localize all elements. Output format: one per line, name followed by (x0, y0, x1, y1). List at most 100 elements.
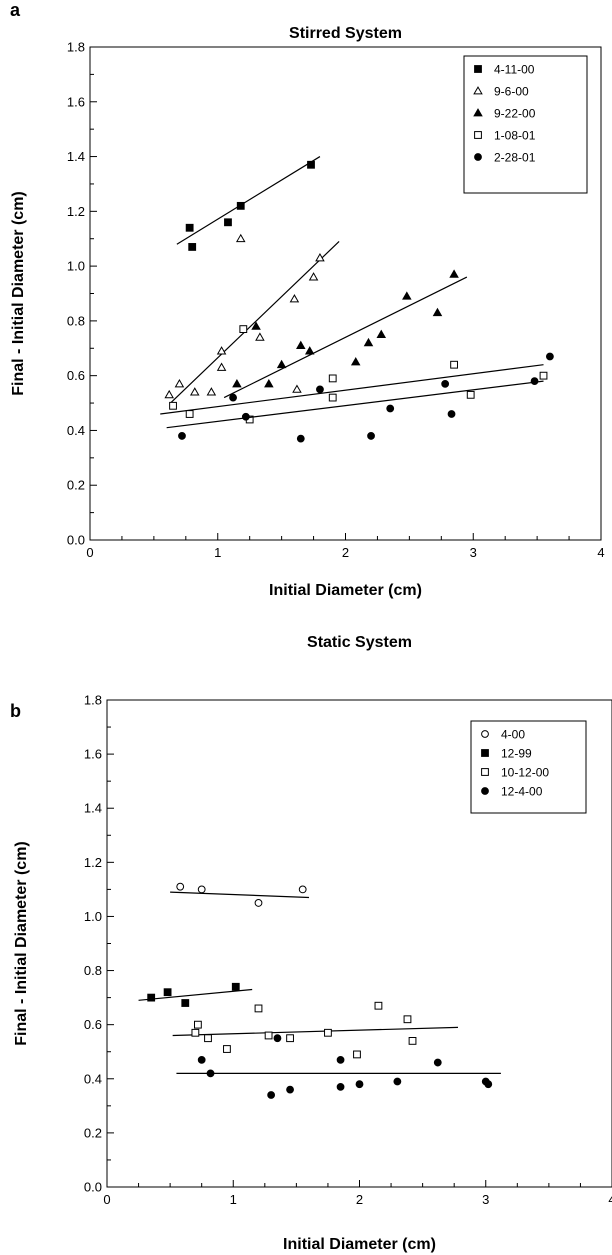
legend-marker (474, 153, 482, 161)
legend-label: 12-99 (501, 747, 532, 761)
data-point (164, 389, 174, 399)
data-point (264, 378, 274, 388)
y-tick-label: 0.8 (84, 963, 102, 978)
x-axis-label: Initial Diameter (cm) (269, 582, 422, 599)
legend-box (463, 55, 588, 194)
x-axis-label: Initial Diameter (cm) (283, 1236, 436, 1253)
y-axis-label: Final - Initial Diameter (cm) (13, 841, 30, 1045)
y-tick-label: 1.6 (84, 747, 102, 762)
data-point (386, 404, 395, 413)
data-point (169, 401, 177, 410)
x-tick-label: 1 (230, 1192, 237, 1207)
legend-label: 2-28-01 (494, 151, 536, 165)
data-point (433, 1058, 442, 1067)
data-point (206, 387, 217, 396)
x-tick-label: 0 (103, 1192, 110, 1207)
y-tick-label: 0.0 (84, 1180, 102, 1195)
legend-label: 10-12-00 (501, 766, 549, 780)
data-point (530, 377, 539, 386)
data-point (307, 160, 315, 169)
data-point (178, 432, 186, 440)
chart-title: Static System (307, 634, 412, 651)
data-point (181, 999, 190, 1007)
data-point (232, 378, 242, 388)
data-point (216, 362, 227, 371)
data-point (239, 325, 248, 334)
fit-line (166, 380, 544, 429)
y-tick-label: 0.4 (67, 423, 85, 438)
panel-letter: a (10, 0, 21, 20)
data-point (296, 340, 306, 349)
legend-marker (474, 65, 482, 73)
y-tick-label: 0.0 (67, 533, 85, 548)
data-point (374, 1001, 383, 1010)
x-tick-label: 2 (342, 545, 349, 560)
y-tick-label: 1.8 (84, 693, 102, 708)
data-point (546, 352, 554, 361)
y-tick-label: 1.4 (67, 149, 85, 164)
series-3 (176, 1034, 501, 1099)
y-tick-label: 1.6 (67, 94, 85, 109)
data-point (393, 1077, 402, 1086)
data-point (441, 379, 450, 388)
data-point (324, 1028, 332, 1037)
series-0 (176, 156, 321, 251)
series-2 (172, 1001, 458, 1059)
legend-marker (481, 730, 489, 738)
legend-marker (473, 108, 483, 117)
x-tick-label: 3 (482, 1192, 489, 1207)
legend-box (470, 720, 587, 814)
data-point (264, 1031, 273, 1040)
data-point (328, 374, 337, 383)
data-point (328, 393, 337, 402)
legend-label: 9-22-00 (494, 107, 536, 121)
data-point (449, 269, 459, 278)
legend-label: 4-00 (501, 728, 525, 742)
x-tick-label: 0 (86, 545, 93, 560)
data-point (273, 1034, 282, 1043)
data-point (308, 272, 319, 281)
y-tick-label: 1.4 (84, 801, 102, 816)
fit-line (160, 364, 544, 415)
y-tick-label: 0.2 (84, 1125, 102, 1140)
data-point (289, 294, 300, 303)
y-tick-label: 1.2 (67, 204, 85, 219)
y-tick-label: 1.0 (84, 909, 102, 924)
y-axis-label: Final - Initial Diameter (cm) (10, 191, 27, 395)
legend-label: 4-11-00 (494, 63, 535, 77)
fit-line (176, 156, 321, 245)
data-point (251, 321, 261, 330)
data-point (229, 393, 237, 402)
data-point (292, 384, 302, 393)
data-point (147, 993, 156, 1002)
series-3 (160, 325, 548, 424)
data-point (185, 223, 194, 232)
data-point (254, 1004, 263, 1013)
data-point (376, 329, 387, 339)
series-2 (223, 269, 468, 399)
legend: 4-11-00 9-6-00 9-22-00 1-08-01 2-28-01 (463, 55, 588, 194)
data-point (350, 357, 361, 366)
data-point (315, 252, 325, 262)
data-point (206, 1069, 215, 1078)
series-1 (164, 233, 340, 404)
legend-marker (481, 787, 489, 795)
data-point (174, 378, 185, 388)
legend-label: 9-6-00 (494, 85, 529, 99)
data-point (355, 1080, 364, 1089)
chart-panel-a: a Stirred System 0 1 2 3 4 0.0 0.2 0.4 0.6 0.8 1.0 1.… (10, 0, 605, 599)
fit-line (170, 891, 310, 899)
legend-label: 12-4-00 (501, 785, 543, 799)
data-point (286, 1085, 294, 1094)
y-tick-label: 1.2 (84, 855, 102, 870)
data-point (191, 1028, 200, 1037)
y-tick-label: 0.8 (67, 313, 85, 328)
data-point (402, 291, 412, 300)
y-tick-label: 0.2 (67, 478, 85, 493)
legend-marker (481, 768, 489, 776)
data-point (197, 885, 206, 894)
x-tick-label: 4 (608, 1192, 612, 1207)
series-1 (138, 982, 253, 1007)
x-tick-label: 3 (470, 545, 477, 560)
